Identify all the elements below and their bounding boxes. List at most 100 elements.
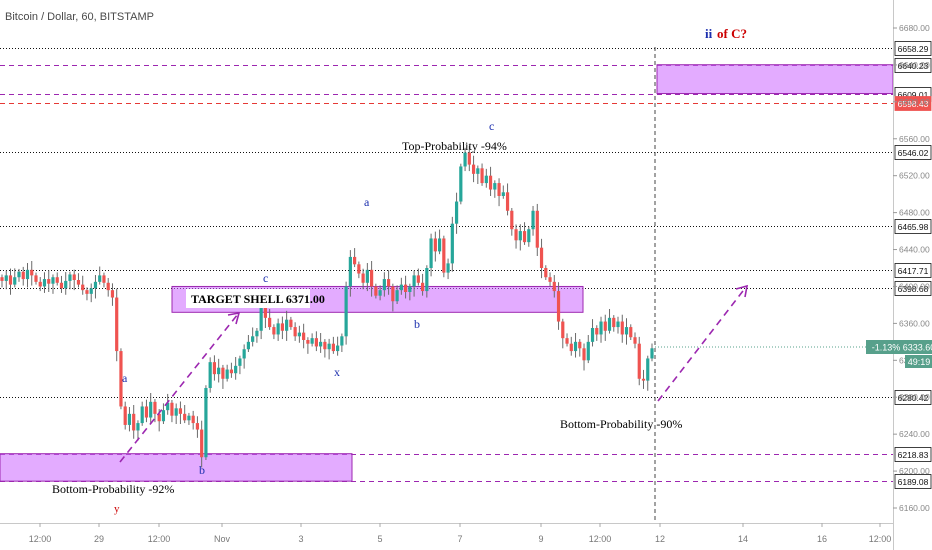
- candle-107: [454, 201, 459, 224]
- x-tick-2: 12:00: [148, 534, 171, 544]
- x-tick-8: 12:00: [589, 534, 612, 544]
- candle-133: [565, 338, 569, 344]
- candle-104: [442, 238, 446, 273]
- wave-c2-label: c: [489, 119, 494, 133]
- candle-4: [17, 271, 21, 278]
- candle-76: [323, 341, 327, 350]
- candle-108: [459, 166, 463, 202]
- candle-102: [433, 238, 437, 252]
- level-tag-label-9: 6218.83: [898, 450, 929, 460]
- candle-0: [0, 277, 4, 281]
- target-shell-label: TARGET SHELL 6371.00: [191, 292, 325, 306]
- wave-b1-label: b: [199, 463, 205, 477]
- y-tick-3: 6560.00: [899, 134, 930, 144]
- candle-143: [607, 317, 612, 331]
- candle-20: [85, 290, 89, 294]
- wave-ii-label: ii: [705, 26, 713, 41]
- candle-59: [251, 336, 255, 342]
- candle-74: [314, 338, 318, 347]
- candle-82: [348, 256, 352, 287]
- candle-126: [535, 210, 539, 248]
- candle-60: [255, 330, 259, 337]
- x-tick-10: 14: [738, 534, 748, 544]
- candle-62: [263, 304, 267, 318]
- candle-93: [395, 290, 399, 302]
- candle-18: [76, 280, 81, 285]
- candle-34: [144, 406, 149, 418]
- candle-140: [595, 328, 599, 335]
- candle-115: [488, 175, 493, 190]
- level-tag-label-1: 6640.23: [898, 61, 929, 71]
- level-tag-5: [894, 219, 932, 234]
- candle-31: [132, 413, 136, 431]
- candle-85: [361, 273, 365, 283]
- top-zone: [656, 64, 894, 95]
- candle-77: [327, 343, 331, 350]
- candle-80: [340, 336, 344, 346]
- price-change-label: -1.13%: [872, 343, 901, 353]
- candle-43: [183, 413, 187, 421]
- candle-153: [650, 348, 654, 359]
- candle-55: [234, 365, 238, 374]
- y-tick-7: 6400.00: [899, 281, 930, 291]
- candle-75: [319, 341, 323, 347]
- candle-10: [42, 279, 47, 287]
- candle-110: [467, 152, 471, 165]
- candle-64: [272, 327, 276, 335]
- candle-50: [212, 362, 217, 375]
- candle-118: [501, 192, 505, 196]
- candle-25: [106, 282, 110, 291]
- candle-124: [527, 229, 531, 243]
- candle-47: [200, 429, 204, 458]
- candle-98: [416, 275, 420, 283]
- y-tick-11: 6240.00: [899, 429, 930, 439]
- candle-3: [13, 277, 17, 285]
- y-tick-0: 6680.00: [899, 23, 930, 33]
- bottom-probability-left-label: Bottom-Probability -92%: [52, 482, 174, 496]
- y-tick-6: 6440.00: [899, 245, 930, 255]
- candle-113: [480, 168, 484, 184]
- candle-92: [391, 286, 395, 302]
- candle-109: [463, 152, 467, 167]
- projection-arrows: [119, 284, 749, 463]
- candle-100: [425, 268, 429, 292]
- candle-89: [378, 290, 382, 296]
- candle-141: [599, 321, 603, 335]
- candle-6: [25, 269, 30, 280]
- candle-40: [170, 402, 174, 416]
- candle-5: [21, 271, 25, 280]
- candle-81: [344, 286, 348, 337]
- wave-a1-label: a: [122, 371, 128, 385]
- level-tag-7: [894, 281, 932, 296]
- time-axis: 12:00 29 12:00 Nov 3 5 7 9 12:00 12 14 16 12:00: [29, 523, 892, 544]
- candle-58: [246, 341, 251, 350]
- x-tick-11: 16: [817, 534, 827, 544]
- level-tag-label-2: 6609.01: [898, 90, 929, 100]
- x-tick-12: 12:00: [869, 534, 892, 544]
- x-tick-0: 12:00: [29, 534, 52, 544]
- countdown-label: 49:19: [908, 357, 931, 367]
- level-tag-label-4: 6546.02: [898, 148, 929, 158]
- candle-137: [582, 348, 586, 361]
- candle-66: [280, 323, 284, 331]
- level-tag-label-6: 6417.71: [898, 266, 929, 276]
- y-tick-4: 6520.00: [899, 171, 930, 181]
- candle-147: [624, 327, 629, 335]
- candle-139: [590, 328, 595, 342]
- candle-44: [187, 415, 191, 421]
- candle-72: [306, 340, 310, 344]
- candle-96: [408, 286, 412, 292]
- candle-68: [289, 319, 293, 328]
- level-tag-1: [894, 58, 932, 73]
- wave-y-label: y: [114, 503, 120, 515]
- candle-138: [586, 341, 590, 361]
- x-tick-5: 5: [377, 534, 382, 544]
- candle-45: [191, 415, 195, 424]
- candle-16: [68, 274, 72, 281]
- bottom-probability-right-label: Bottom-Probability -90%: [560, 417, 682, 431]
- candle-120: [510, 210, 514, 230]
- candle-136: [578, 341, 582, 349]
- candle-2: [8, 275, 13, 285]
